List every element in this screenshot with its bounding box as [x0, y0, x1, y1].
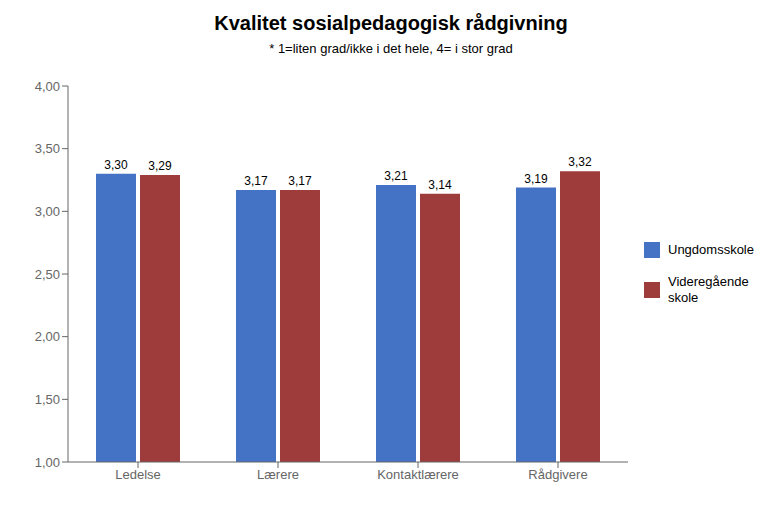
- svg-text:3,17: 3,17: [244, 174, 268, 188]
- html-text:skole: skole: [668, 290, 699, 305]
- svg-text:2,50: 2,50: [35, 267, 60, 282]
- svg-text:3,29: 3,29: [148, 159, 172, 173]
- svg-text:3,32: 3,32: [568, 155, 592, 169]
- svg-text:3,30: 3,30: [104, 158, 128, 172]
- svg-text:Rådgivere: Rådgivere: [528, 467, 587, 482]
- svg-text:3,21: 3,21: [384, 169, 408, 183]
- svg-text:4,00: 4,00: [35, 79, 60, 94]
- html-text:* 1=liten grad/ikke i det hele: * 1=liten grad/ikke i det hele, 4= i sto…: [269, 41, 513, 56]
- svg-text:3,14: 3,14: [428, 178, 452, 192]
- svg-text:3,00: 3,00: [35, 204, 60, 219]
- svg-text:Ledelse: Ledelse: [115, 467, 161, 482]
- html-text:Kvalitet sosialpedagogisk rådg: Kvalitet sosialpedagogisk rådgivning: [214, 12, 568, 34]
- svg-text:1,50: 1,50: [35, 392, 60, 407]
- html-text:Ungdomsskole: Ungdomsskole: [668, 242, 754, 257]
- svg-text:Lærere: Lærere: [257, 467, 299, 482]
- svg-text:1,00: 1,00: [35, 455, 60, 470]
- svg-text:2,00: 2,00: [35, 329, 60, 344]
- svg-text:3,50: 3,50: [35, 141, 60, 156]
- svg-text:3,19: 3,19: [524, 172, 548, 186]
- html-text:Videregående: Videregående: [668, 274, 749, 289]
- svg-text:3,17: 3,17: [288, 174, 312, 188]
- svg-text:Kontaktlærere: Kontaktlærere: [377, 467, 459, 482]
